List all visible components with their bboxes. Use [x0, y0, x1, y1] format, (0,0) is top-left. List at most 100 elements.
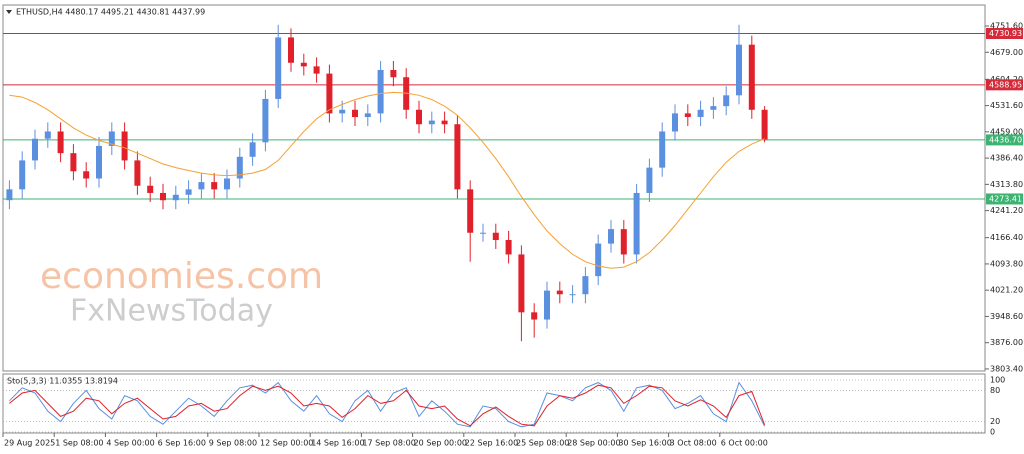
candle-body: [32, 138, 38, 161]
level-label: 4730.93: [989, 29, 1022, 38]
x-tick-label: 14 Sep 16:00: [311, 439, 364, 448]
candle-body: [83, 171, 90, 179]
y-tick-label: 4386.40: [990, 154, 1023, 163]
candle-body: [96, 145, 102, 179]
candle-body: [505, 239, 512, 255]
candle-body: [428, 120, 435, 125]
x-tick-label: 1 Sep 08:00: [55, 439, 103, 448]
candle-body: [70, 153, 77, 172]
level-label-box: [986, 134, 1023, 146]
candle-body: [198, 182, 205, 190]
candle-body: [44, 131, 51, 139]
x-tick-label: 3 Oct 08:00: [670, 439, 717, 448]
x-tick-label: 28 Sep 00:00: [567, 439, 620, 448]
stoch-tick-label: 0: [990, 428, 995, 437]
stoch-tick-label: 20: [990, 417, 1000, 426]
y-tick-label: 4021.20: [990, 286, 1023, 295]
y-tick-label: 4751.60: [990, 22, 1023, 31]
x-tick-label: 9 Sep 08:00: [209, 439, 257, 448]
candle-body: [147, 185, 154, 193]
menu-arrow: [6, 10, 12, 14]
candle-body: [134, 160, 141, 186]
candle-body: [236, 156, 243, 179]
candle-body: [6, 189, 13, 201]
candle-body: [595, 243, 602, 277]
candle-body: [723, 95, 730, 107]
candle-body: [416, 109, 422, 125]
stoch-tick-label: 80: [990, 386, 1000, 395]
candle-body: [275, 37, 282, 99]
moving-average: [9, 91, 765, 269]
candle-body: [326, 73, 333, 114]
stoch-tick-label: 100: [990, 376, 1005, 385]
candle-body: [288, 37, 294, 63]
main-panel: [2, 4, 986, 372]
candle-body: [620, 229, 627, 255]
stoch-signal: [9, 384, 766, 427]
y-tick-label: 4241.20: [990, 206, 1023, 215]
x-tick-label: 17 Sep 08:00: [362, 439, 415, 448]
candle-body: [108, 131, 115, 146]
candle-body: [121, 131, 128, 161]
level-label-box: [986, 79, 1023, 91]
candle-body: [211, 182, 218, 190]
candle-body: [633, 192, 640, 255]
candle-body: [710, 106, 717, 110]
candle-body: [518, 254, 525, 313]
y-tick-label: 3803.40: [990, 364, 1023, 373]
candle-body: [736, 44, 742, 96]
x-tick-label: 6 Sep 16:00: [158, 439, 206, 448]
candle-body: [377, 69, 384, 114]
candle-body: [697, 109, 704, 118]
y-tick-label: 4166.40: [990, 233, 1023, 242]
x-tick-label: 29 Aug 2025: [4, 439, 55, 448]
x-tick-label: 22 Sep 16:00: [465, 439, 518, 448]
y-tick-label: 4313.80: [990, 180, 1023, 189]
candle-body: [761, 109, 768, 140]
candle-body: [57, 131, 64, 154]
candle-body: [224, 178, 230, 190]
candle-body: [646, 167, 653, 193]
level-label: 4273.41: [989, 194, 1022, 203]
candle-body: [339, 109, 346, 114]
y-tick-label: 4531.60: [990, 101, 1023, 110]
candle-body: [185, 189, 192, 195]
y-tick-label: 3876.00: [990, 338, 1023, 347]
candle-body: [160, 192, 166, 201]
candle-body: [748, 44, 755, 110]
candle-body: [262, 98, 269, 143]
x-tick-label: 6 Oct 00:00: [721, 439, 768, 448]
y-tick-label: 4093.80: [990, 259, 1023, 268]
level-label-box: [986, 193, 1023, 205]
chart-title: ETHUSD,H4 4480.17 4495.21 4430.81 4437.9…: [16, 8, 205, 17]
candle-body: [441, 120, 448, 125]
candle-body: [364, 113, 371, 118]
candle-body: [19, 160, 26, 190]
x-tick-label: 20 Sep 00:00: [414, 439, 467, 448]
candle-body: [492, 232, 499, 240]
candle-body: [454, 124, 461, 190]
y-tick-label: 4459.00: [990, 127, 1023, 136]
candle-body: [313, 66, 320, 74]
x-tick-label: 12 Sep 00:00: [260, 439, 313, 448]
candle-body: [249, 142, 256, 157]
x-tick-label: 4 Sep 00:00: [106, 439, 154, 448]
candle-body: [544, 290, 550, 320]
candle-body: [659, 131, 666, 168]
candle-body: [569, 294, 576, 296]
y-tick-label: 4604.20: [990, 75, 1023, 84]
level-label: 4436.70: [989, 135, 1022, 144]
x-tick-label: 25 Sep 08:00: [516, 439, 569, 448]
watermark-brand: economies.com: [40, 256, 323, 297]
candle-body: [300, 62, 307, 67]
watermark-partner: FxNewsToday: [70, 294, 273, 329]
candle-body: [608, 229, 614, 244]
x-tick-label: 30 Sep 16:00: [618, 439, 671, 448]
level-label: 4588.95: [989, 80, 1022, 89]
level-label-box: [986, 27, 1023, 39]
candle-body: [467, 189, 474, 233]
candle-body: [352, 109, 358, 118]
